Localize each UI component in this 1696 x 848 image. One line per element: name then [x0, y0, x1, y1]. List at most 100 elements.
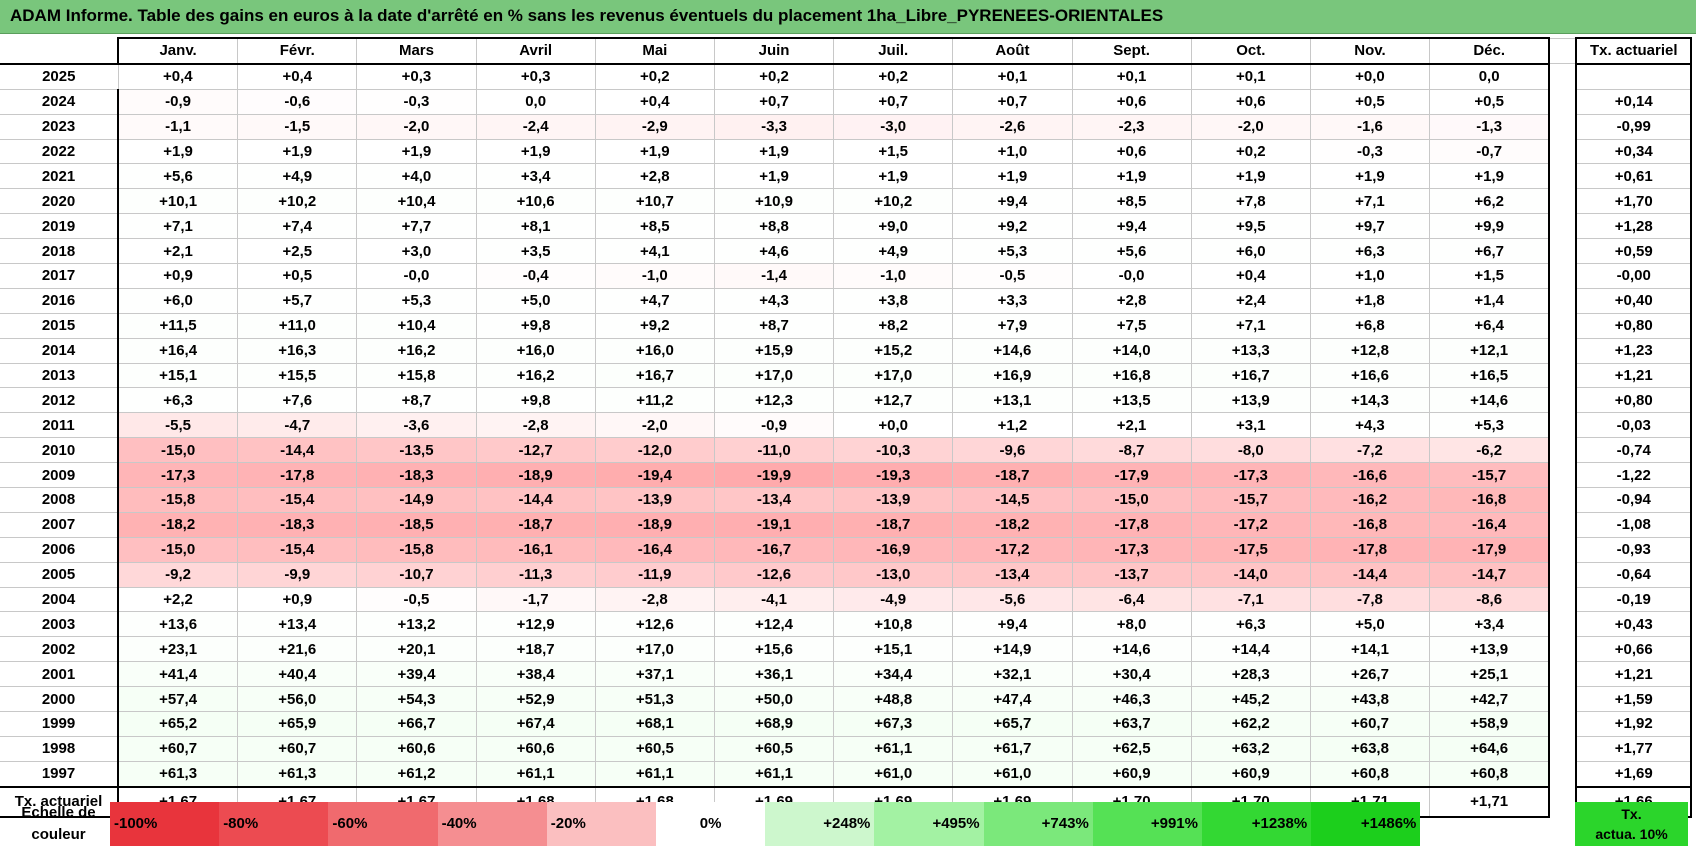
actuarial-cell: -0,03: [1575, 412, 1693, 439]
column-gap: [1548, 611, 1577, 637]
value-cell: -16,8: [1429, 487, 1551, 513]
value-cell: +17,0: [833, 362, 954, 389]
legend-act-line2: actua. 10%: [1595, 826, 1668, 842]
value-cell: +6,3: [117, 387, 239, 414]
value-cell: +1,9: [594, 138, 715, 165]
value-cell: +0,6: [1190, 88, 1311, 115]
year-label: 2012: [0, 387, 119, 414]
legend-scale-cell: +743%: [983, 802, 1093, 846]
column-gap: [1548, 338, 1577, 364]
value-cell: -9,6: [952, 437, 1073, 464]
value-cell: -12,0: [594, 437, 715, 464]
value-cell: +0,6: [1071, 88, 1192, 115]
actuarial-cell: -0,64: [1575, 561, 1693, 588]
value-cell: +15,1: [833, 636, 954, 663]
column-gap: [1548, 661, 1577, 687]
value-cell: +12,7: [833, 387, 954, 414]
table-row: 2000 +57,4 +56,0 +54,3 +52,9 +51,3 +50,0 +48,8 +…: [0, 686, 1693, 713]
actuarial-cell: -1,22: [1575, 462, 1693, 489]
value-cell: +4,0: [356, 163, 477, 190]
value-cell: +61,0: [952, 760, 1073, 788]
value-cell: +65,7: [952, 711, 1073, 737]
value-cell: -2,4: [475, 113, 596, 140]
column-gap: [1548, 587, 1577, 612]
value-cell: +4,3: [1309, 412, 1431, 439]
year-label: 2001: [0, 661, 119, 688]
value-cell: -3,0: [833, 113, 954, 140]
table-row: 2010 -15,0 -14,4 -13,5 -12,7 -12,0 -11,0 -10,3-…: [0, 437, 1693, 464]
value-cell: 0,0: [1429, 63, 1551, 90]
column-gap: [1548, 462, 1577, 488]
value-cell: +10,2: [237, 188, 358, 215]
value-cell: +60,9: [1071, 760, 1192, 788]
value-cell: -14,4: [237, 437, 358, 464]
value-cell: +13,9: [1190, 387, 1311, 414]
value-cell: +13,4: [237, 611, 358, 638]
value-cell: +16,8: [1071, 362, 1192, 389]
value-cell: -13,9: [833, 487, 954, 513]
value-cell: +0,4: [1190, 263, 1311, 289]
value-cell: +26,7: [1309, 661, 1431, 688]
value-cell: +9,8: [475, 312, 596, 339]
legend-scale-cell: +1238%: [1202, 802, 1312, 846]
value-cell: +64,6: [1429, 735, 1551, 762]
value-cell: +7,7: [356, 213, 477, 240]
column-gap: [1548, 213, 1577, 239]
legend-actuarial-cell: Tx. actua. 10%: [1575, 802, 1688, 846]
value-cell: +1,9: [833, 163, 954, 190]
month-header: Janv.: [117, 37, 239, 65]
value-cell: +4,9: [833, 238, 954, 265]
value-cell: +62,2: [1190, 711, 1311, 737]
value-cell: +5,6: [1071, 238, 1192, 265]
value-cell: -11,3: [475, 561, 596, 588]
value-cell: +11,2: [594, 387, 715, 414]
year-label: 2016: [0, 287, 119, 314]
table-row: 2016 +6,0 +5,7 +5,3 +5,0 +4,7 +4,3 +3,8 +3,3 +2,8…: [0, 287, 1693, 314]
year-label: 2003: [0, 611, 119, 638]
actuarial-cell: [1575, 63, 1693, 90]
value-cell: +62,5: [1071, 735, 1192, 762]
value-cell: +17,0: [713, 362, 835, 389]
value-cell: +1,9: [475, 138, 596, 165]
value-cell: +67,3: [833, 711, 954, 737]
value-cell: 0,0: [475, 88, 596, 115]
gains-table: Janv. Févr. Mars Avril Mai Juin Juil. Août Sept.…: [0, 37, 1693, 818]
value-cell: -2,6: [952, 113, 1073, 140]
month-header: Nov.: [1309, 37, 1431, 65]
value-cell: -18,7: [952, 462, 1073, 489]
value-cell: +68,9: [713, 711, 835, 737]
value-cell: +11,5: [117, 312, 239, 339]
value-cell: -17,3: [1190, 462, 1311, 489]
value-cell: +10,4: [356, 188, 477, 215]
table-row: 2004 +2,2 +0,9 -0,5 -1,7 -2,8 -4,1 -4,9 -5,6 -6,4…: [0, 586, 1693, 613]
value-cell: +1,9: [237, 138, 358, 165]
value-cell: -8,0: [1190, 437, 1311, 464]
month-header: Mai: [594, 37, 715, 65]
color-scale-legend: Echelle de couleur -100% -80% -60% -40% -20%…: [0, 800, 1696, 848]
value-cell: +10,1: [117, 188, 239, 215]
table-row: 2012 +6,3 +7,6 +8,7 +9,8 +11,2 +12,3 +12,7 +13,1…: [0, 387, 1693, 414]
value-cell: +5,0: [1309, 611, 1431, 638]
column-gap: [1548, 512, 1577, 538]
value-cell: +12,8: [1309, 337, 1431, 364]
column-gap: [1548, 114, 1577, 140]
value-cell: +39,4: [356, 661, 477, 688]
table-row: 2025 +0,4 +0,4 +0,3 +0,3 +0,2 +0,2 +0,2 +0,1 +0,1…: [0, 63, 1693, 90]
value-cell: +0,5: [1429, 88, 1551, 115]
table-row: 2007 -18,2 -18,3 -18,5 -18,7 -18,9 -19,1 -18,7-…: [0, 511, 1693, 538]
value-cell: -4,1: [713, 586, 835, 613]
value-cell: +7,1: [1309, 188, 1431, 215]
table-row: 2001 +41,4 +40,4 +39,4 +38,4 +37,1 +36,1 +34,4 +…: [0, 661, 1693, 688]
actuarial-cell: -0,93: [1575, 536, 1693, 563]
actuarial-cell: +1,70: [1575, 188, 1693, 215]
value-cell: +0,7: [952, 88, 1073, 115]
value-cell: +13,2: [356, 611, 477, 638]
table-row: 2009 -17,3 -17,8 -18,3 -18,9 -19,4 -19,9 -19,3-…: [0, 462, 1693, 489]
value-cell: +7,5: [1071, 312, 1192, 339]
value-cell: +9,8: [475, 387, 596, 414]
value-cell: -1,1: [117, 113, 239, 140]
value-cell: +1,8: [1309, 287, 1431, 314]
value-cell: -17,8: [1309, 536, 1431, 563]
column-gap: [1548, 686, 1577, 712]
value-cell: +5,3: [356, 287, 477, 314]
